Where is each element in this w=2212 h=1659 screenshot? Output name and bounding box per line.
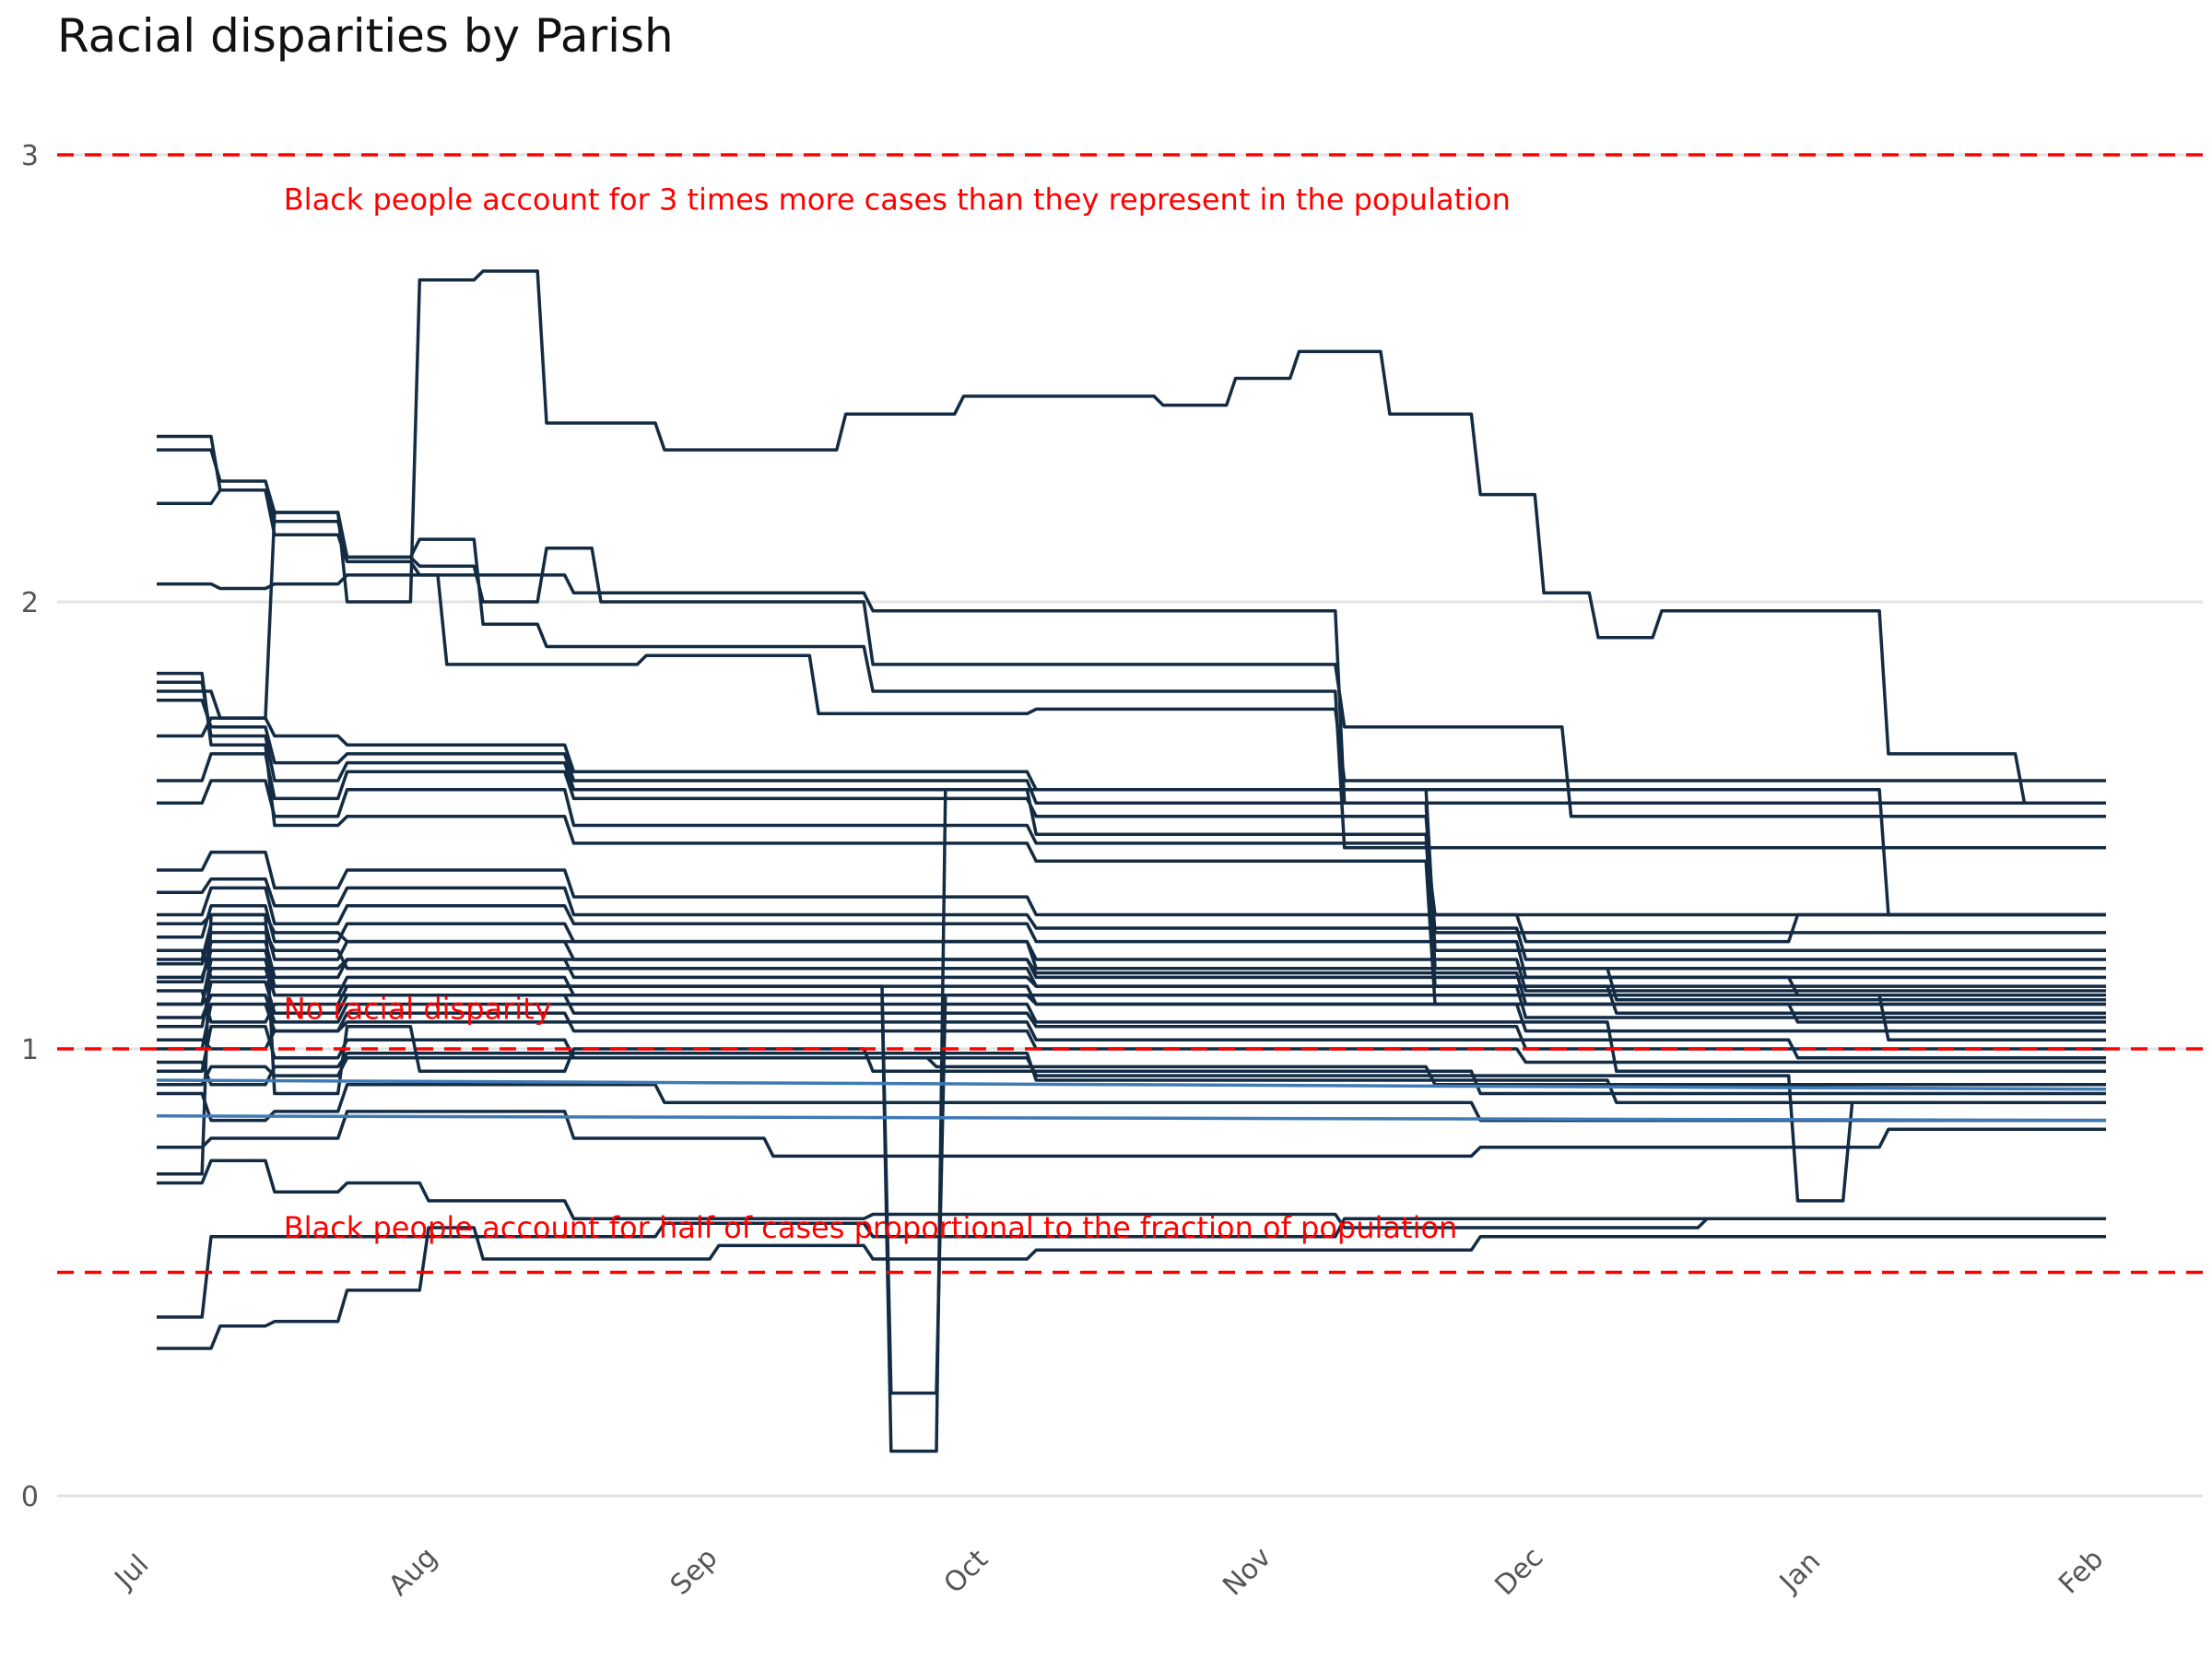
series-line-15 — [157, 877, 2106, 961]
x-axis-tick-labels: Jul Aug Sep Oct Nov Dec Jan Feb — [108, 1541, 2111, 1602]
series-line-33 — [157, 948, 2106, 997]
series-line-35 — [157, 994, 2106, 1074]
series-line-23 — [157, 573, 2106, 782]
annotations-layer: Black people account for 3 times more ca… — [284, 182, 1511, 1246]
y-tick-label-1: 1 — [21, 1034, 39, 1066]
x-tick-label-dec: Dec — [1488, 1541, 1549, 1602]
y-tick-label-2: 2 — [21, 587, 39, 619]
series-line-29 — [157, 948, 2106, 1395]
series-line-36 — [157, 931, 2106, 1015]
x-tick-label-nov: Nov — [1217, 1541, 1277, 1602]
series-line-38 — [156, 1114, 2107, 1123]
x-tick-label-oct: Oct — [938, 1543, 995, 1600]
series-line-30 — [157, 1055, 2106, 1203]
series-line-39 — [156, 1078, 2107, 1091]
annotation-3: Black people account for half of cases p… — [284, 1210, 1458, 1245]
x-tick-label-sep: Sep — [665, 1542, 724, 1602]
series-line-3 — [157, 1159, 2106, 1230]
series-line-6 — [157, 912, 2106, 1176]
y-axis-tick-labels: 0 1 2 3 — [21, 140, 39, 1513]
series-line-14 — [157, 886, 2106, 980]
series-line-1 — [157, 1226, 2106, 1350]
series-line-2 — [157, 1217, 2106, 1319]
series-line-27 — [157, 269, 2106, 806]
series-line-37 — [157, 912, 2106, 1002]
series-line-22 — [157, 671, 2106, 1006]
annotation-2: No racial disparity — [284, 991, 552, 1026]
y-tick-label-3: 3 — [21, 140, 39, 172]
series-line-8 — [157, 1002, 2106, 1065]
x-tick-label-jan: Jan — [1772, 1546, 1827, 1600]
annotation-1: Black people account for 3 times more ca… — [284, 182, 1511, 218]
series-line-17 — [157, 779, 2106, 917]
series-line-13 — [157, 904, 2106, 993]
series-line-18 — [157, 752, 2106, 935]
series-line-26 — [157, 434, 2106, 818]
reference-lines-layer — [57, 153, 2203, 1275]
series-line-32 — [157, 984, 2106, 1024]
series-line-21 — [157, 680, 2106, 988]
series-line-7 — [157, 1025, 2106, 1087]
series-line-16 — [157, 850, 2106, 944]
x-tick-label-jul: Jul — [108, 1548, 156, 1596]
series-line-4 — [157, 1110, 2106, 1159]
series-line-25 — [157, 448, 2106, 850]
series-line-24 — [157, 488, 2106, 806]
series-layer — [156, 269, 2107, 1453]
x-tick-label-aug: Aug — [382, 1541, 443, 1602]
chart-title: Racial disparities by Parish — [57, 9, 674, 63]
y-tick-label-0: 0 — [21, 1481, 39, 1513]
x-tick-label-feb: Feb — [2053, 1543, 2110, 1600]
